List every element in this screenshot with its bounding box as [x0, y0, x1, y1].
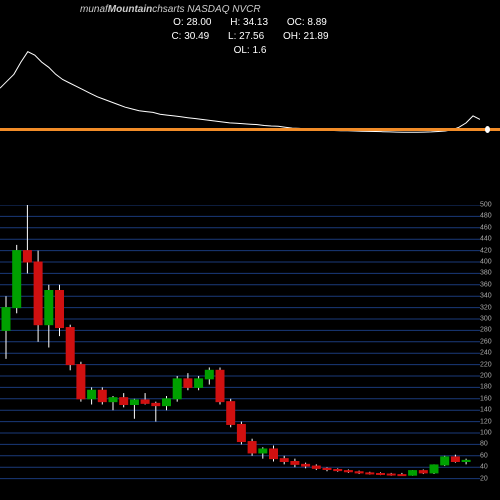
- y-axis-tick-label: 140: [480, 407, 492, 414]
- y-axis-tick-label: 400: [480, 259, 492, 266]
- y-axis-tick-label: 100: [480, 430, 492, 437]
- y-axis-tick-label: 280: [480, 327, 492, 334]
- stat-high: H: 34.13: [230, 16, 268, 30]
- y-axis-tick-label: 180: [480, 384, 492, 391]
- stat-oc: OC: 8.89: [287, 16, 327, 30]
- y-axis-tick-label: 460: [480, 224, 492, 231]
- y-axis-tick-label: 420: [480, 247, 492, 254]
- y-axis-tick-label: 160: [480, 395, 492, 402]
- y-axis-tick-label: 240: [480, 350, 492, 357]
- y-axis-tick-label: 20: [480, 475, 488, 482]
- stat-open: O: 28.00: [173, 16, 211, 30]
- y-axis-tick-label: 320: [480, 304, 492, 311]
- stat-low: L: 27.56: [228, 30, 264, 44]
- y-axis-tick-label: 500: [480, 202, 492, 209]
- y-axis-labels: 20 40 60 80 100 120 140 160 180 200 220 240 260 280 30…: [480, 205, 500, 490]
- y-axis-tick-label: 60: [480, 452, 488, 459]
- y-axis-tick-label: 200: [480, 373, 492, 380]
- stat-close: C: 30.49: [171, 30, 209, 44]
- orange-divider-line: [0, 128, 500, 131]
- candlestick-chart: [0, 205, 480, 490]
- y-axis-tick-label: 340: [480, 293, 492, 300]
- y-axis-tick-label: 480: [480, 213, 492, 220]
- y-axis-tick-label: 260: [480, 338, 492, 345]
- y-axis-tick-label: 40: [480, 464, 488, 471]
- y-axis-tick-label: 360: [480, 281, 492, 288]
- y-axis-tick-label: 440: [480, 236, 492, 243]
- stat-oh: OH: 21.89: [283, 30, 329, 44]
- y-axis-tick-label: 300: [480, 316, 492, 323]
- y-axis-tick-label: 220: [480, 361, 492, 368]
- chart-title: munafMountainchsarts NASDAQ NVCR: [80, 4, 261, 15]
- marker-dot: [485, 126, 490, 133]
- top-line-chart: [0, 50, 480, 135]
- y-axis-tick-label: 120: [480, 418, 492, 425]
- y-axis-tick-label: 380: [480, 270, 492, 277]
- y-axis-tick-label: 80: [480, 441, 488, 448]
